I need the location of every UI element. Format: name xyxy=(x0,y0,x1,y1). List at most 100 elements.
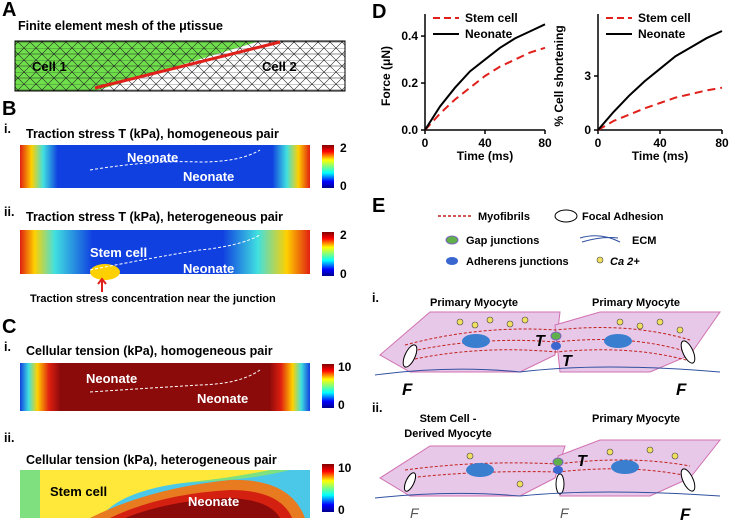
legend-symbol xyxy=(554,209,578,223)
gap-junction xyxy=(550,331,562,341)
panel-title: Traction stress T (kPa), heterogeneous p… xyxy=(26,210,283,224)
colorbar xyxy=(322,232,334,276)
cell-label: Cell 2 xyxy=(262,59,297,74)
cell-label: Neonate xyxy=(127,150,178,165)
panel-letter: B xyxy=(2,98,16,120)
legend-text: Gap junctions xyxy=(466,235,539,247)
focal-adhesion xyxy=(402,344,418,368)
cell-label: Primary Myocyte xyxy=(430,297,518,309)
cell-label: Neonate xyxy=(86,371,137,386)
colorbar-label: 0 xyxy=(338,503,345,517)
cell-label: Neonate xyxy=(188,494,239,509)
legend-symbol xyxy=(446,257,458,265)
colorbar xyxy=(322,145,334,188)
legend-text: Ca 2+ xyxy=(610,256,640,268)
force-label: F xyxy=(676,380,687,399)
tension-label: T xyxy=(535,333,546,350)
series-line xyxy=(597,86,723,131)
cell-label: Stem cell xyxy=(90,245,147,260)
cell-label: Neonate xyxy=(183,169,234,184)
calcium xyxy=(466,446,679,488)
heatmap xyxy=(20,145,310,188)
panel-letter: A xyxy=(2,0,16,21)
heatmap xyxy=(20,230,310,274)
panel-title: Cellular tension (kPa), homogeneous pair xyxy=(26,344,273,358)
cell-label: Derived Myocyte xyxy=(404,428,491,440)
x-axis-label: Time (ms) xyxy=(632,149,688,163)
boundary xyxy=(89,149,261,171)
force-label: F xyxy=(680,505,691,524)
adherens-junction xyxy=(551,342,561,350)
x-tick-label: 40 xyxy=(653,136,667,150)
tension-label: T xyxy=(562,353,573,370)
legend-label: Neonate xyxy=(465,27,513,41)
panel-title: Cellular tension (kPa), heterogeneous pa… xyxy=(26,453,277,467)
panel-index: i. xyxy=(4,340,11,354)
focal-adhesion xyxy=(403,472,417,492)
y-axis-label: % Cell shortening xyxy=(552,25,566,126)
panel-letter: E xyxy=(372,195,385,217)
cell-label: Stem Cell - xyxy=(420,413,477,425)
boundary xyxy=(89,234,261,271)
panel-index: i. xyxy=(4,122,11,136)
ecm xyxy=(374,491,721,499)
note: Traction stress concentration near the j… xyxy=(30,293,276,305)
panel-title: Finite element mesh of the μtissue xyxy=(18,19,223,33)
legend-label: Stem cell xyxy=(465,11,518,25)
cell-boundary xyxy=(94,40,281,90)
tension-label: T xyxy=(577,453,588,470)
cell-label: Neonate xyxy=(183,261,234,276)
colorbar-label: 2 xyxy=(340,141,347,155)
calcium xyxy=(456,316,684,334)
cell-label: Primary Myocyte xyxy=(592,413,680,425)
cell-pair-ii: ii. Stem Cell - Derived Myocyte Primary … xyxy=(372,401,722,524)
legend-symbol xyxy=(579,235,621,243)
cell-label: Primary Myocyte xyxy=(592,297,680,309)
cell-label: Neonate xyxy=(197,391,248,406)
adherens-junction xyxy=(553,466,563,474)
x-tick-label: 80 xyxy=(715,136,729,150)
force-label: F xyxy=(402,380,413,399)
panel-index: i. xyxy=(372,291,379,305)
force-label: F xyxy=(560,505,570,521)
cell-label: Cell 1 xyxy=(32,59,67,74)
colorbar xyxy=(322,464,334,512)
cell-pair-i: i. Primary Myocyte Primary Myocyte T T F… xyxy=(372,291,721,399)
panel-letter: C xyxy=(2,316,16,338)
legend-text: Adherens junctions xyxy=(466,256,569,268)
force-label: F xyxy=(410,505,420,521)
focal-adhesion xyxy=(555,473,565,495)
y-tick-label: 0 xyxy=(584,123,591,137)
panel-title: Traction stress T (kPa), homogeneous pai… xyxy=(26,127,279,141)
arrow xyxy=(97,277,107,292)
nucleus xyxy=(462,334,490,348)
panel-letter: D xyxy=(372,1,386,23)
x-tick-label: 0 xyxy=(422,136,429,150)
nucleus xyxy=(611,460,639,474)
panel-index: ii. xyxy=(4,431,14,445)
series-line xyxy=(597,30,723,131)
boundary xyxy=(89,369,261,393)
nucleus xyxy=(466,463,494,477)
panel-index: ii. xyxy=(372,401,382,415)
colorbar-label: 0 xyxy=(338,398,345,412)
x-axis-label: Time (ms) xyxy=(457,149,513,163)
legend-text: ECM xyxy=(632,235,656,247)
colorbar-label: 0 xyxy=(340,179,347,193)
heatmap-region xyxy=(125,498,280,518)
x-tick-label: 0 xyxy=(595,136,602,150)
hotspot xyxy=(90,264,120,280)
legend-text: Myofibrils xyxy=(478,211,530,223)
legend-text: Focal Adhesion xyxy=(582,211,664,223)
colorbar-label: 10 xyxy=(338,461,352,475)
panel-index: ii. xyxy=(4,205,14,219)
y-tick-label: 3 xyxy=(584,69,591,83)
colorbar-label: 2 xyxy=(340,228,347,242)
heatmap-region xyxy=(40,470,270,518)
y-tick-label: 0.2 xyxy=(401,76,418,90)
myofibrils xyxy=(404,327,691,361)
y-axis-label: Force (μN) xyxy=(379,46,393,106)
focal-adhesion xyxy=(680,340,696,364)
nucleus xyxy=(604,334,632,348)
